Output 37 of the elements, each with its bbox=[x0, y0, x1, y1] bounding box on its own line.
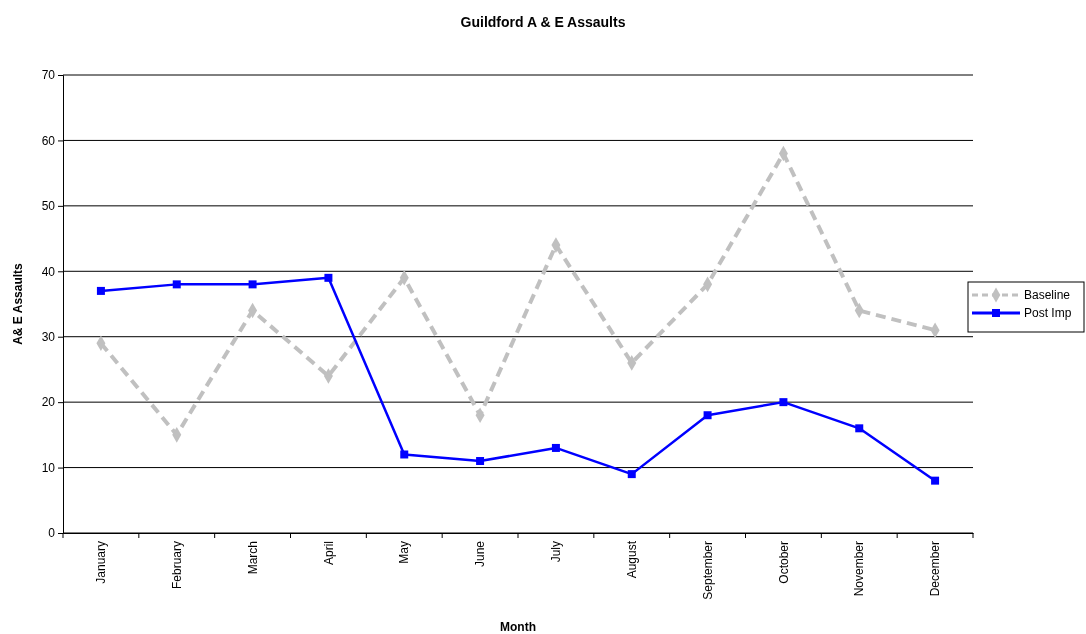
point bbox=[779, 398, 788, 407]
y-tick-label: 20 bbox=[41, 395, 56, 410]
point bbox=[855, 424, 864, 433]
x-tick-label: December bbox=[928, 541, 943, 597]
y-tick-label: 70 bbox=[41, 68, 56, 83]
y-tick-label: 40 bbox=[41, 264, 56, 279]
x-tick-label: May bbox=[397, 541, 412, 564]
x-tick-label: August bbox=[624, 540, 639, 579]
point bbox=[400, 450, 409, 459]
y-tick-label: 30 bbox=[41, 330, 56, 345]
x-tick-label: September bbox=[700, 541, 715, 600]
point bbox=[627, 470, 636, 479]
x-tick-label: June bbox=[473, 540, 488, 568]
point bbox=[476, 457, 485, 466]
y-tick-label: 0 bbox=[48, 526, 56, 541]
point bbox=[703, 411, 712, 420]
y-tick-label: 60 bbox=[41, 133, 56, 148]
x-tick-label: January bbox=[94, 541, 109, 584]
x-tick-label: October bbox=[776, 541, 791, 584]
x-axis-title: Month bbox=[500, 620, 536, 634]
x-tick-label: February bbox=[169, 541, 184, 590]
x-tick-label: April bbox=[321, 541, 336, 566]
y-tick-label: 10 bbox=[41, 460, 56, 475]
point bbox=[324, 273, 333, 282]
chart-title: Guildford A & E Assaults bbox=[460, 14, 626, 30]
point bbox=[172, 280, 181, 289]
y-tick-label: 50 bbox=[41, 199, 56, 214]
x-tick-label: November bbox=[852, 541, 867, 597]
legend-label: Post Imp bbox=[1024, 306, 1072, 320]
point bbox=[248, 280, 257, 289]
x-tick-label: July bbox=[549, 541, 564, 563]
point bbox=[96, 286, 105, 295]
point bbox=[551, 443, 560, 452]
x-tick-label: March bbox=[245, 541, 260, 575]
point bbox=[931, 476, 940, 485]
y-axis-title: A& E Assaults bbox=[11, 262, 25, 345]
legend-label: Baseline bbox=[1024, 288, 1071, 302]
